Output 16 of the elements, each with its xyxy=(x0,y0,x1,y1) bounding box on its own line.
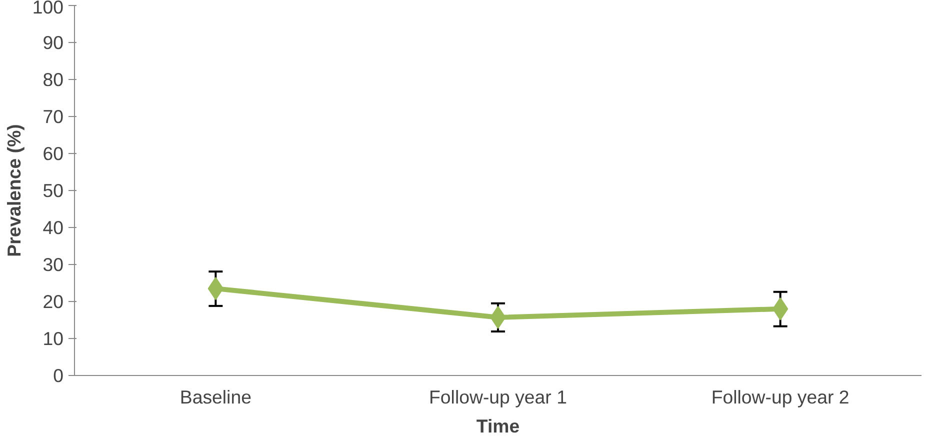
y-tick-label: 100 xyxy=(32,0,64,18)
y-tick-label: 10 xyxy=(42,328,64,349)
x-tick-label: Follow-up year 2 xyxy=(711,386,850,408)
y-tick-label: 60 xyxy=(42,143,64,164)
y-axis-title: Prevalence (%) xyxy=(3,124,24,257)
y-tick-label: 30 xyxy=(42,254,64,275)
y-tick-label: 0 xyxy=(53,365,64,386)
y-tick-label: 50 xyxy=(42,180,64,201)
x-tick-label: Follow-up year 1 xyxy=(429,386,567,408)
x-tick-label: Baseline xyxy=(180,386,252,408)
y-tick-label: 70 xyxy=(42,106,64,127)
y-tick-label: 90 xyxy=(42,32,64,53)
x-axis-title: Time xyxy=(476,416,520,436)
y-tick-label: 80 xyxy=(42,69,64,90)
y-tick-label: 20 xyxy=(42,291,64,312)
y-tick-label: 40 xyxy=(42,217,64,238)
